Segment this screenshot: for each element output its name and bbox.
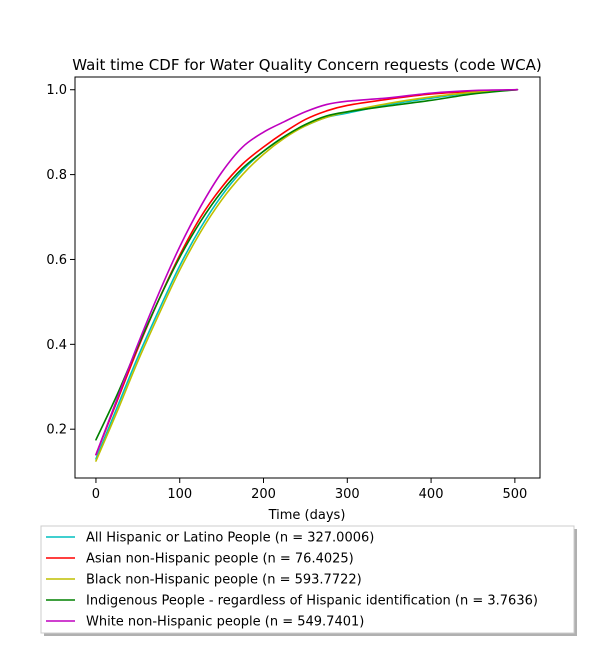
x-tick-label: 0 [92, 487, 100, 502]
x-tick-label: 400 [419, 487, 444, 502]
legend-label: Asian non-Hispanic people (n = 76.4025) [86, 552, 354, 567]
legend-label: Indigenous People - regardless of Hispan… [86, 594, 538, 609]
x-axis: 0 100 200 300 400 500 [92, 478, 527, 502]
y-tick-label: 0.8 [46, 168, 67, 183]
series-line-1 [95, 88, 519, 456]
legend-label: Black non-Hispanic people (n = 593.7722) [86, 573, 362, 588]
legend: All Hispanic or Latino People (n = 327.0… [46, 531, 538, 630]
plot-frame [74, 76, 541, 479]
series-line-2 [95, 88, 519, 462]
x-axis-label: Time (days) [268, 508, 346, 523]
y-tick-label: 0.4 [46, 338, 67, 353]
series-line-3 [95, 88, 519, 441]
y-tick-label: 0.2 [46, 423, 67, 438]
y-tick-label: 1.0 [46, 83, 67, 98]
series-line-4 [95, 88, 519, 456]
plot-lines [95, 88, 519, 462]
x-tick-label: 500 [502, 487, 527, 502]
series-line-0 [95, 88, 519, 460]
x-tick-label: 300 [335, 487, 360, 502]
legend-label: All Hispanic or Latino People (n = 327.0… [86, 531, 374, 546]
y-tick-label: 0.6 [46, 253, 67, 268]
chart-title: Wait time CDF for Water Quality Concern … [72, 56, 541, 74]
x-tick-label: 100 [167, 487, 192, 502]
legend-label: White non-Hispanic people (n = 549.7401) [86, 615, 364, 630]
y-axis: 0.2 0.4 0.6 0.8 1.0 [46, 83, 75, 438]
x-tick-label: 200 [251, 487, 276, 502]
legend-box [40, 525, 575, 634]
